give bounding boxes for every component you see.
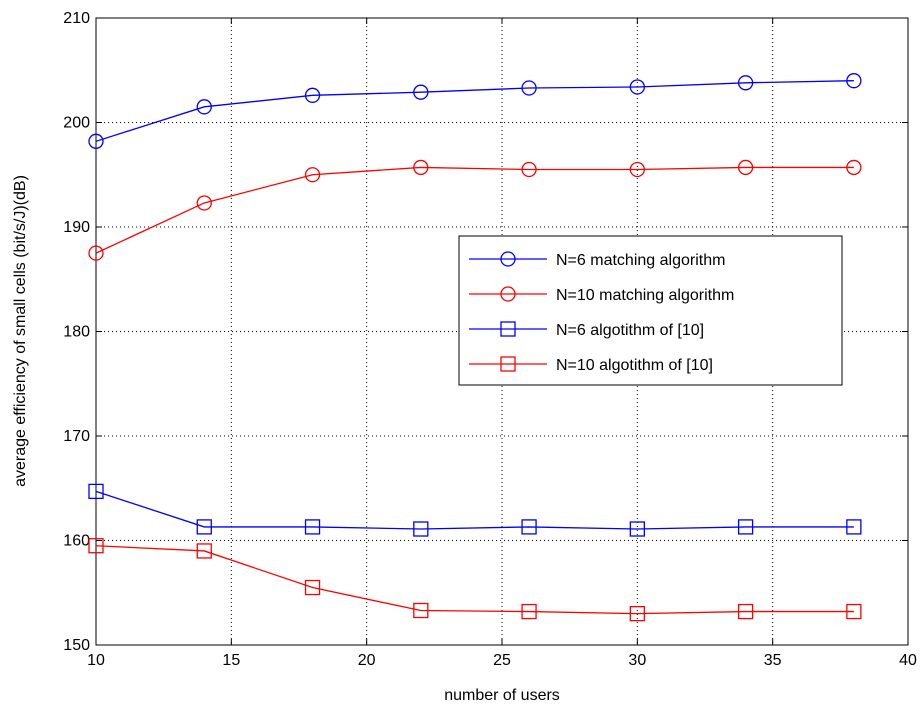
data-point <box>737 603 754 620</box>
data-point <box>88 538 104 554</box>
x-tick-label: 15 <box>222 652 240 669</box>
legend-label: N=6 matching algorithm <box>556 252 725 269</box>
y-tick-label: 150 <box>63 637 90 654</box>
y-tick-label: 210 <box>63 10 90 27</box>
data-point <box>521 519 537 535</box>
data-point <box>521 161 537 178</box>
data-point <box>846 519 862 535</box>
data-point <box>196 519 212 535</box>
series-4 <box>88 538 862 622</box>
data-point <box>413 159 429 176</box>
x-tick-label: 20 <box>358 652 376 669</box>
data-point <box>196 543 212 559</box>
legend-marker <box>500 356 516 372</box>
legend-label: N=10 matching algorithm <box>556 287 734 304</box>
data-point <box>413 84 429 100</box>
data-point <box>304 579 321 596</box>
data-point <box>737 75 754 91</box>
data-point <box>88 483 104 500</box>
legend-label: N=10 algotithm of [10] <box>556 357 713 374</box>
data-point <box>196 195 212 211</box>
data-point <box>413 602 429 619</box>
data-point <box>737 159 754 176</box>
y-tick-label: 160 <box>63 533 90 550</box>
data-point <box>846 159 862 176</box>
data-point <box>304 519 321 535</box>
x-axis-label: number of users <box>444 687 560 704</box>
legend-label: N=6 algotithm of [10] <box>556 322 704 339</box>
series-2 <box>88 159 862 261</box>
data-point <box>521 603 537 620</box>
axis-ticks: 10 15 20 25 30 35 40 150 160 170 180 190 200 210 <box>63 10 917 669</box>
series-line <box>95 166 854 254</box>
y-tick-label: 180 <box>63 324 90 341</box>
y-tick-label: 170 <box>63 428 90 445</box>
data-point <box>413 521 429 537</box>
x-tick-label: 40 <box>899 652 917 669</box>
x-tick-label: 30 <box>628 652 646 669</box>
x-tick-label: 25 <box>493 652 511 669</box>
data-point <box>88 133 104 149</box>
data-point <box>88 245 104 261</box>
legend: N=6 matching algorithm N=10 matching algo… <box>458 235 843 386</box>
legend-marker <box>500 321 516 337</box>
data-series <box>88 73 862 622</box>
series-3 <box>88 483 862 537</box>
x-tick-label: 10 <box>87 652 105 669</box>
data-point <box>629 161 645 178</box>
x-tick-label: 35 <box>764 652 782 669</box>
data-point <box>521 80 537 96</box>
data-point <box>846 73 862 89</box>
data-point <box>304 167 321 183</box>
legend-marker <box>500 286 516 302</box>
y-tick-label: 190 <box>63 219 90 236</box>
data-point <box>629 79 645 95</box>
y-axis-label: average efficiency of small cells (bit/s… <box>12 175 29 487</box>
legend-marker <box>500 251 516 267</box>
data-point <box>846 603 862 620</box>
data-point <box>737 519 754 535</box>
data-point <box>629 606 645 622</box>
data-point <box>196 99 212 115</box>
legend-box <box>458 235 843 386</box>
series-1 <box>88 73 862 149</box>
series-line <box>95 490 854 530</box>
data-point <box>629 521 645 537</box>
y-tick-label: 200 <box>63 115 90 132</box>
series-line <box>95 80 854 142</box>
data-point <box>304 87 321 103</box>
series-line <box>95 545 854 615</box>
